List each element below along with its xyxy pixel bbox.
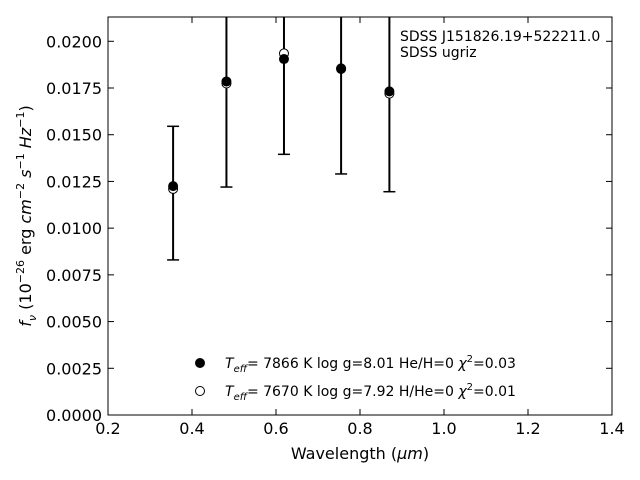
x-tick-label: 0.8 <box>347 419 372 438</box>
data-markers <box>168 48 395 194</box>
y-tick-label: 0.0025 <box>46 359 102 378</box>
x-tick-label: 1.0 <box>431 419 456 438</box>
model-point-filled <box>221 76 232 87</box>
error-caps <box>167 125 396 261</box>
legend-entry: Teff= 7670 K log g=7.92 H/He=0 χ2=0.01 <box>225 382 516 403</box>
x-axis-label: Wavelength (μm) <box>291 444 429 463</box>
y-tick-label: 0.0150 <box>46 126 102 145</box>
legend-marker <box>195 386 205 396</box>
annotation-object-name: SDSS J151826.19+522211.0 <box>400 29 600 45</box>
y-tick-label: 0.0175 <box>46 79 102 98</box>
annotation-survey: SDSS ugriz <box>400 45 477 61</box>
y-tick-label: 0.0000 <box>46 406 102 425</box>
y-tick-label: 0.0075 <box>46 266 102 285</box>
x-tick-label: 0.2 <box>95 419 120 438</box>
x-tick-label: 0.4 <box>179 419 204 438</box>
legend: Teff= 7866 K log g=8.01 He/H=0 χ2=0.03 Te… <box>195 354 516 403</box>
error-bars <box>172 17 391 260</box>
model-point-filled <box>384 86 395 97</box>
y-tick-label: 0.0100 <box>46 219 102 238</box>
model-point-filled <box>336 63 347 74</box>
y-axis-label: fν (10−26 erg cm−2 s−1 Hz−1) <box>14 105 39 326</box>
x-axis-ticks: 0.2 0.4 0.6 0.8 1.0 1.2 1.4 <box>95 17 625 438</box>
legend-marker <box>195 358 205 368</box>
x-tick-label: 0.6 <box>263 419 288 438</box>
model-point-filled <box>168 181 179 192</box>
model-point-filled <box>278 54 289 65</box>
y-tick-label: 0.0125 <box>46 172 102 191</box>
y-axis-ticks: 0.0000 0.0025 0.0050 0.0075 0.0100 0.0125 0.01… <box>46 32 612 425</box>
y-tick-label: 0.0200 <box>46 32 102 51</box>
x-tick-label: 1.4 <box>599 419 624 438</box>
y-tick-label: 0.0050 <box>46 313 102 332</box>
legend-entry: Teff= 7866 K log g=8.01 He/H=0 χ2=0.03 <box>225 354 516 375</box>
x-tick-label: 1.2 <box>515 419 540 438</box>
